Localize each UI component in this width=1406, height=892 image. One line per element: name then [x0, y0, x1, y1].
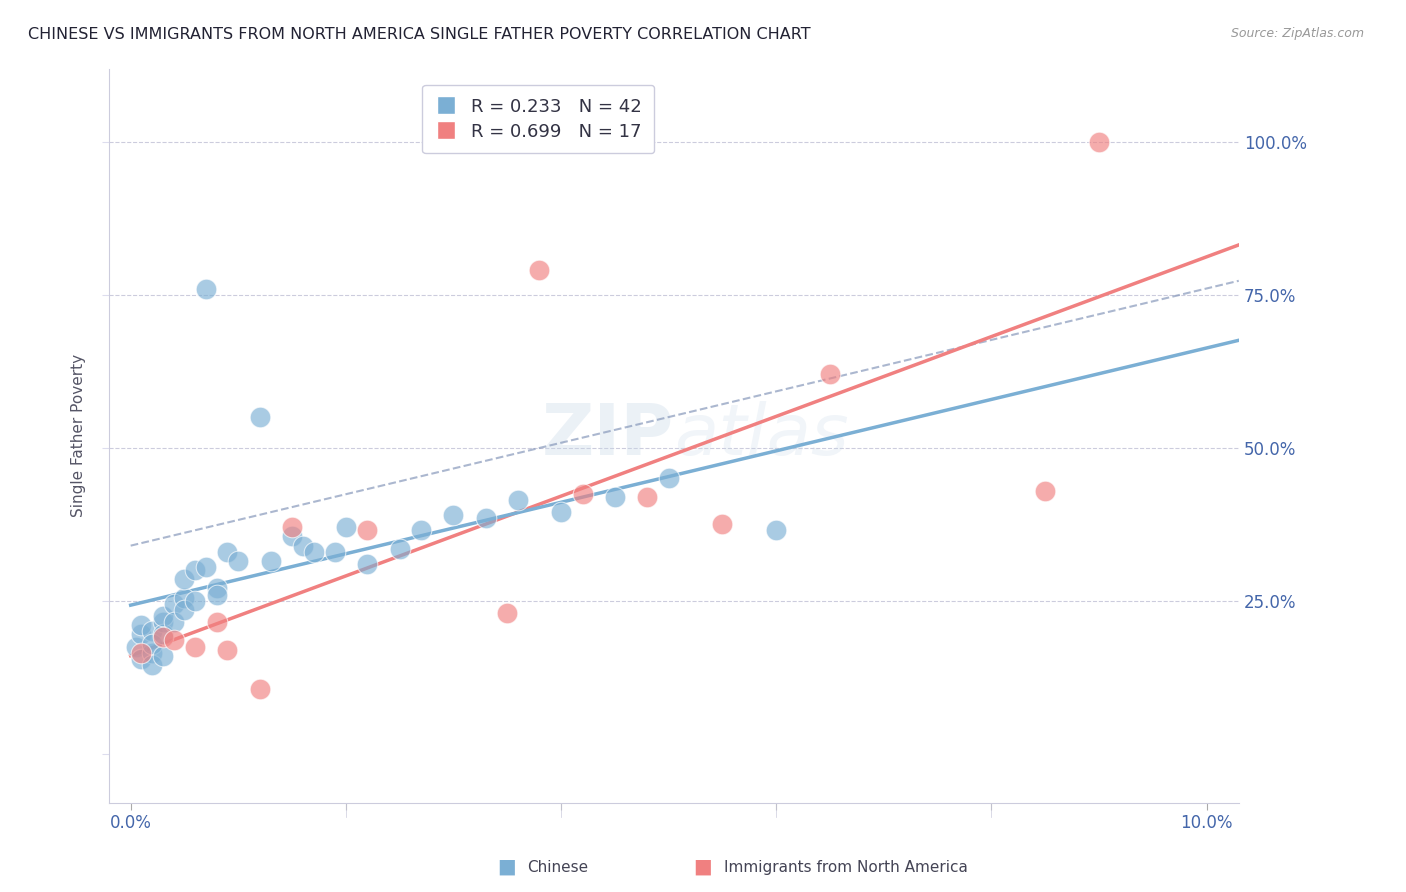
Point — [163, 597, 186, 611]
Text: ▪: ▪ — [693, 853, 713, 881]
Point — [163, 633, 186, 648]
Point — [441, 508, 464, 522]
Point — [226, 554, 249, 568]
Point — [195, 282, 218, 296]
Point — [323, 545, 346, 559]
Point — [152, 615, 174, 629]
Point — [184, 593, 207, 607]
Point — [205, 582, 228, 596]
Point — [152, 648, 174, 663]
Text: CHINESE VS IMMIGRANTS FROM NORTH AMERICA SINGLE FATHER POVERTY CORRELATION CHART: CHINESE VS IMMIGRANTS FROM NORTH AMERICA… — [28, 27, 811, 42]
Legend: R = 0.233   N = 42, R = 0.699   N = 17: R = 0.233 N = 42, R = 0.699 N = 17 — [422, 85, 654, 153]
Point — [818, 368, 841, 382]
Point — [603, 490, 626, 504]
Point — [356, 557, 378, 571]
Point — [184, 640, 207, 654]
Point — [217, 545, 239, 559]
Point — [195, 560, 218, 574]
Point — [529, 263, 551, 277]
Point — [173, 591, 195, 605]
Point — [125, 640, 148, 654]
Point — [205, 615, 228, 629]
Point — [249, 682, 271, 697]
Point — [163, 615, 186, 629]
Point — [141, 624, 163, 639]
Text: ▪: ▪ — [496, 853, 516, 881]
Point — [205, 588, 228, 602]
Point — [291, 539, 314, 553]
Point — [658, 471, 681, 485]
Point — [131, 652, 153, 666]
Point — [131, 618, 153, 632]
Point — [131, 627, 153, 641]
Point — [496, 606, 519, 620]
Point — [550, 505, 572, 519]
Point — [152, 631, 174, 645]
Point — [506, 492, 529, 507]
Point — [388, 541, 411, 556]
Point — [356, 524, 378, 538]
Text: Immigrants from North America: Immigrants from North America — [724, 860, 967, 874]
Point — [184, 563, 207, 577]
Point — [411, 524, 433, 538]
Text: Chinese: Chinese — [527, 860, 588, 874]
Text: atlas: atlas — [673, 401, 849, 470]
Point — [141, 636, 163, 650]
Point — [474, 511, 496, 525]
Point — [141, 657, 163, 672]
Text: Source: ZipAtlas.com: Source: ZipAtlas.com — [1230, 27, 1364, 40]
Point — [152, 609, 174, 624]
Point — [217, 642, 239, 657]
Y-axis label: Single Father Poverty: Single Father Poverty — [72, 354, 86, 517]
Point — [571, 486, 593, 500]
Point — [711, 517, 734, 532]
Point — [765, 524, 787, 538]
Point — [1088, 135, 1111, 149]
Point — [1033, 483, 1056, 498]
Point — [335, 520, 357, 534]
Text: ZIP: ZIP — [541, 401, 673, 470]
Point — [281, 529, 304, 543]
Point — [152, 627, 174, 641]
Point — [302, 545, 325, 559]
Point — [173, 603, 195, 617]
Point — [259, 554, 281, 568]
Point — [249, 410, 271, 425]
Point — [636, 490, 658, 504]
Point — [131, 646, 153, 660]
Point — [281, 520, 304, 534]
Point — [173, 572, 195, 586]
Point — [141, 646, 163, 660]
